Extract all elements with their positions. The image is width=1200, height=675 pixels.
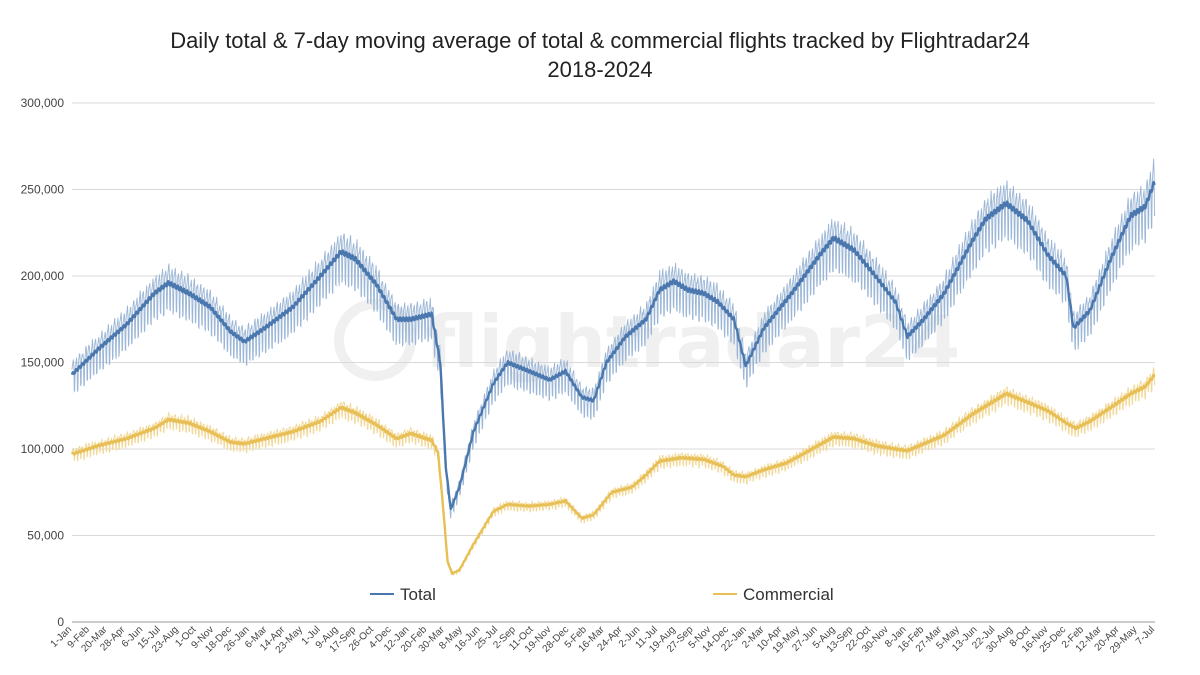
- x-tick-label: 7-Jul: [1134, 624, 1157, 647]
- y-tick-label: 50,000: [27, 529, 64, 543]
- series-commercial-daily-line: [71, 367, 1156, 577]
- y-tick-label: 250,000: [21, 183, 65, 197]
- y-tick-label: 200,000: [21, 269, 65, 283]
- watermark-logo-icon: [334, 299, 416, 381]
- chart-subtitle: 2018-2024: [547, 57, 653, 82]
- y-tick-label: 0: [57, 615, 64, 629]
- legend-commercial-label[interactable]: Commercial: [743, 585, 834, 604]
- legend-total-label[interactable]: Total: [400, 585, 436, 604]
- y-tick-label: 100,000: [21, 442, 65, 456]
- x-axis-ticks: 1-Jan9-Feb20-Mar28-Apr6-Jun15-Jul23-Aug1…: [49, 624, 1157, 656]
- y-tick-label: 150,000: [21, 356, 65, 370]
- series-commercial-7day-average-line: [70, 373, 1156, 575]
- series-total-daily-line: [71, 158, 1156, 519]
- chart-title: Daily total & 7-day moving average of to…: [170, 28, 1030, 53]
- y-tick-label: 300,000: [21, 96, 65, 110]
- y-axis-ticks: 0 50,000 100,000 150,000 200,000 250,000 300,0…: [21, 96, 65, 629]
- legend: Total Commercial: [370, 585, 834, 604]
- series-total-7day-average-line: [70, 180, 1156, 511]
- series-lines: [70, 158, 1156, 577]
